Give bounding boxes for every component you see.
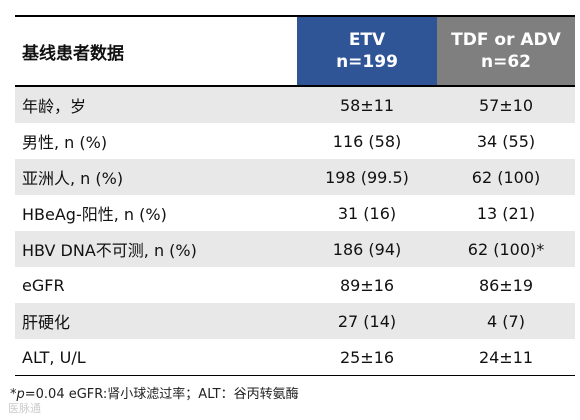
table-row: HBV DNA不可测, n (%) 186 (94) 62 (100)* — [15, 231, 575, 267]
cell-value: 31 (16) — [337, 203, 397, 223]
table-row: 亚洲人, n (%) 198 (99.5) 62 (100) — [15, 159, 575, 195]
cell-value: 86±19 — [478, 275, 534, 295]
table-title: 基线患者数据 — [15, 15, 297, 87]
cell-value: 4 (7) — [437, 303, 575, 339]
row-label: eGFR — [22, 275, 65, 295]
row-label: HBV DNA不可测, n (%) — [15, 231, 297, 267]
cell-value: 25±16 — [297, 339, 437, 376]
row-label: 亚洲人, n (%) — [15, 159, 297, 195]
cell-value: 13 (21) — [476, 203, 536, 223]
table-body: 年龄，岁 58±11 57±10 男性, n (%) 116 (58) 34 (55) 亚洲… — [15, 86, 575, 376]
footnote-text: =0.04 eGFR:肾小球滤过率；ALT：谷丙转氨酶 — [24, 387, 299, 402]
table-row: 男性, n (%) 116 (58) 34 (55) — [15, 123, 575, 159]
baseline-table: 基线患者数据 ETV n=199 TDF or ADV n=62 年龄，岁 58±11… — [15, 15, 575, 376]
column-n: n=199 — [336, 52, 398, 72]
footnote-marker: * — [10, 387, 17, 402]
header-row: 基线患者数据 ETV n=199 TDF or ADV n=62 — [15, 15, 575, 87]
cell-value: 89±16 — [339, 275, 395, 295]
column-n: n=62 — [480, 52, 531, 72]
cell-value: 116 (58) — [332, 131, 402, 151]
table-row: 肝硬化 27 (14) 4 (7) — [15, 303, 575, 339]
cell-value: 186 (94) — [297, 231, 437, 267]
row-label: 年龄，岁 — [15, 86, 297, 123]
cell-value: 62 (100)* — [437, 231, 575, 267]
row-label: 男性, n (%) — [22, 133, 108, 152]
row-label: 肝硬化 — [15, 303, 297, 339]
cell-value: 62 (100) — [437, 159, 575, 195]
cell-value: 34 (55) — [476, 131, 536, 151]
row-label: ALT, U/L — [15, 339, 297, 376]
table-row: eGFR 89±16 86±19 — [15, 267, 575, 303]
table-row: ALT, U/L 25±16 24±11 — [15, 339, 575, 376]
footnote-p: p — [16, 387, 25, 402]
column-name: TDF or ADV — [451, 30, 561, 50]
cell-value: 27 (14) — [297, 303, 437, 339]
column-header: ETV n=199 — [297, 15, 437, 87]
cell-value: 57±10 — [437, 86, 575, 123]
table-row: HBeAg-阳性, n (%) 31 (16) 13 (21) — [15, 195, 575, 231]
cell-value: 24±11 — [437, 339, 575, 376]
column-name: ETV — [348, 30, 386, 50]
column-header: TDF or ADV n=62 — [437, 15, 575, 87]
footnote: *p=0.04 eGFR:肾小球滤过率；ALT：谷丙转氨酶 — [10, 383, 299, 402]
cell-value: 58±11 — [297, 86, 437, 123]
watermark: 医脉通 — [8, 402, 41, 415]
row-label: HBeAg-阳性, n (%) — [22, 205, 167, 224]
table-row: 年龄，岁 58±11 57±10 — [15, 86, 575, 123]
cell-value: 198 (99.5) — [297, 159, 437, 195]
